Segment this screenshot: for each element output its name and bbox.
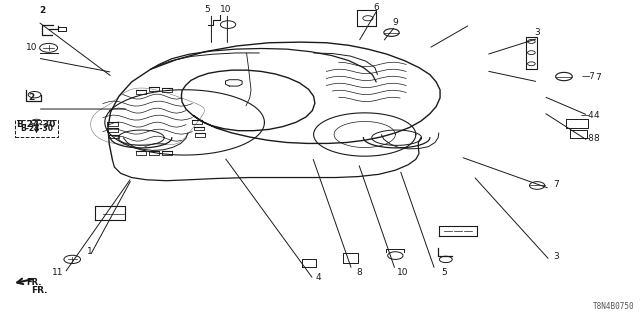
Text: 7: 7 (554, 180, 559, 189)
Text: 8: 8 (356, 268, 362, 277)
Text: FR.: FR. (26, 278, 42, 287)
Text: 5: 5 (442, 268, 447, 277)
Text: —4: —4 (580, 111, 594, 120)
Text: —8: —8 (580, 134, 595, 143)
Text: B-24-30: B-24-30 (16, 120, 56, 130)
Text: 5: 5 (204, 5, 210, 14)
Text: —7: —7 (582, 72, 596, 81)
Text: 3: 3 (554, 252, 559, 261)
Text: 2: 2 (39, 6, 45, 15)
Text: FR.: FR. (31, 286, 47, 295)
Text: 10: 10 (220, 5, 231, 14)
Text: 6: 6 (373, 3, 379, 12)
Text: 9: 9 (392, 18, 398, 27)
Text: 4: 4 (316, 273, 321, 282)
Text: 1: 1 (87, 247, 93, 256)
Text: 3: 3 (534, 28, 540, 37)
Text: B-24-30: B-24-30 (20, 124, 53, 133)
Text: 4: 4 (593, 111, 598, 120)
Text: 11: 11 (52, 268, 64, 277)
Text: 10: 10 (397, 268, 409, 277)
Text: 7: 7 (595, 73, 601, 82)
Text: T8N4B0750: T8N4B0750 (593, 302, 634, 311)
Text: 8: 8 (593, 134, 599, 143)
Text: 2: 2 (28, 93, 35, 102)
Text: 10: 10 (26, 43, 37, 52)
